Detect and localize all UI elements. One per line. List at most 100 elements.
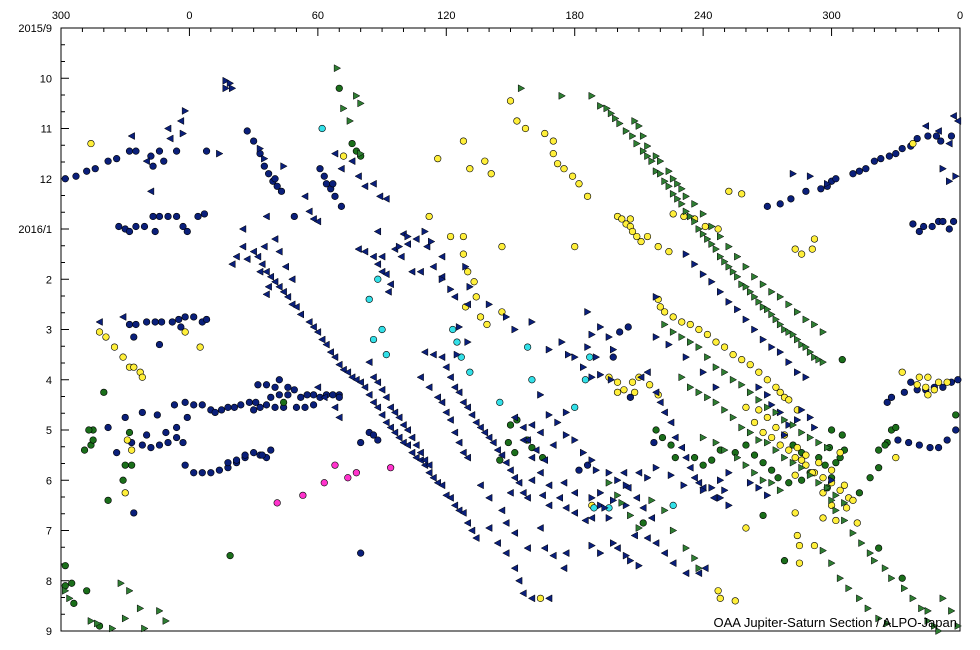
data-point-navy-left-triangle	[386, 403, 394, 412]
data-point-arrow_green-right-triangle	[772, 446, 780, 455]
data-point-yellow	[915, 373, 923, 381]
data-point-navy	[337, 202, 346, 210]
data-point-arrow_green-right-triangle	[635, 524, 643, 532]
data-point-navy-right-triangle	[755, 383, 763, 392]
data-point-navy-right-triangle	[609, 539, 618, 547]
data-point-navy-left-triangle	[288, 300, 296, 309]
data-point-yellow	[853, 519, 861, 527]
data-point-navy	[190, 401, 198, 409]
data-point-navy-left-triangle	[403, 240, 412, 248]
data-point-arrow_green-right-triangle	[764, 403, 772, 412]
data-point-arrow_green-right-triangle	[883, 619, 892, 628]
data-point-navy-left-triangle	[433, 393, 441, 402]
data-point-yellow	[476, 313, 485, 321]
data-point-navy-left-triangle	[562, 503, 570, 512]
data-point-navy	[250, 137, 258, 145]
data-point-yellow	[459, 137, 468, 145]
data-point-navy	[138, 441, 146, 449]
data-point-navy-left-triangle	[459, 398, 467, 407]
data-point-navy-left-triangle	[395, 413, 403, 422]
data-point-navy-left-triangle	[384, 287, 392, 296]
data-point-navy-left-triangle	[354, 245, 362, 254]
data-point-navy-left-triangle	[262, 290, 270, 299]
data-point-arrow_green-right-triangle	[781, 453, 789, 462]
data-point-arrow_green-right-triangle	[935, 627, 943, 635]
data-point-navy-right-triangle	[584, 343, 592, 352]
data-point-navy	[258, 451, 266, 459]
data-point-arrow_green-right-triangle	[746, 428, 755, 437]
data-point-navy-left-triangle	[545, 481, 553, 490]
data-point-arrow_green-right-triangle	[141, 624, 149, 633]
data-point-cyan	[571, 403, 579, 411]
data-point-navy-right-triangle	[682, 353, 691, 362]
data-point-cyan	[590, 504, 598, 512]
data-point-yellow	[669, 313, 677, 321]
data-point-navy	[104, 423, 112, 432]
data-point-navy-left-triangle	[163, 124, 172, 133]
data-point-navy-left-triangle	[709, 493, 718, 502]
data-point-navy	[172, 212, 181, 221]
data-point-green	[759, 459, 767, 467]
data-point-navy	[271, 403, 279, 411]
data-point-green	[125, 428, 134, 437]
data-point-navy-right-triangle	[607, 375, 616, 384]
data-point-yellow	[763, 413, 771, 422]
data-point-navy	[170, 401, 179, 409]
data-point-navy-left-triangle	[630, 531, 638, 540]
data-point-navy	[183, 227, 191, 236]
data-point-arrow_green-right-triangle	[806, 433, 815, 442]
data-point-navy-left-triangle	[953, 117, 962, 125]
data-point-green	[742, 441, 750, 449]
data-point-navy-right-triangle	[708, 483, 716, 492]
data-point-navy-right-triangle	[511, 325, 519, 334]
data-point-navy-right-triangle	[601, 503, 609, 512]
data-point-arrow_green-right-triangle	[764, 305, 772, 314]
data-point-navy-left-triangle	[701, 564, 709, 573]
data-point-yellow	[498, 242, 506, 251]
data-point-navy	[932, 132, 941, 140]
data-point-green	[671, 454, 679, 462]
data-point-green	[83, 587, 91, 595]
data-point-navy-left-triangle	[519, 589, 527, 598]
data-point-navy-right-triangle	[622, 551, 631, 560]
data-point-yellow	[924, 373, 932, 381]
data-point-arrow_green-right-triangle	[824, 483, 832, 492]
data-point-navy-right-triangle	[806, 413, 815, 422]
data-point-cyan	[382, 351, 390, 359]
data-point-yellow	[196, 343, 204, 351]
data-point-yellow	[130, 363, 138, 371]
data-point-navy	[316, 165, 324, 173]
data-point-navy-right-triangle	[447, 285, 455, 294]
data-point-green	[89, 436, 97, 444]
data-point-green	[511, 449, 519, 457]
data-point-navy	[898, 145, 906, 153]
data-point-navy-left-triangle	[260, 242, 268, 251]
data-point-navy-left-triangle	[660, 408, 668, 417]
data-point-navy	[256, 403, 264, 411]
data-point-green	[898, 574, 906, 582]
data-point-navy-left-triangle	[540, 456, 548, 465]
data-point-navy-left-triangle	[354, 172, 362, 181]
data-point-yellow	[560, 165, 568, 173]
data-point-navy-left-triangle	[515, 576, 523, 585]
data-point-green	[226, 552, 234, 560]
data-point-navy	[624, 323, 632, 331]
data-point-navy	[907, 378, 915, 386]
data-point-navy	[132, 222, 140, 231]
data-point-navy-left-triangle	[348, 373, 356, 382]
data-point-green	[759, 511, 767, 520]
data-point-navy-left-triangle	[378, 267, 386, 276]
data-point-arrow_green-right-triangle	[639, 132, 648, 140]
data-point-navy-right-triangle	[699, 486, 708, 495]
data-point-yellow	[643, 232, 652, 241]
data-point-navy	[357, 549, 365, 557]
data-point-navy	[331, 192, 339, 200]
data-point-navy	[224, 403, 232, 411]
data-point-green	[875, 446, 883, 454]
data-point-arrow_green-right-triangle	[772, 315, 780, 324]
data-point-navy-right-triangle	[717, 476, 725, 485]
data-point-yellow	[701, 222, 709, 231]
data-point-navy-right-triangle	[545, 345, 554, 354]
y-tick-label: 11	[41, 124, 52, 136]
x-tick-label: 120	[437, 10, 455, 22]
